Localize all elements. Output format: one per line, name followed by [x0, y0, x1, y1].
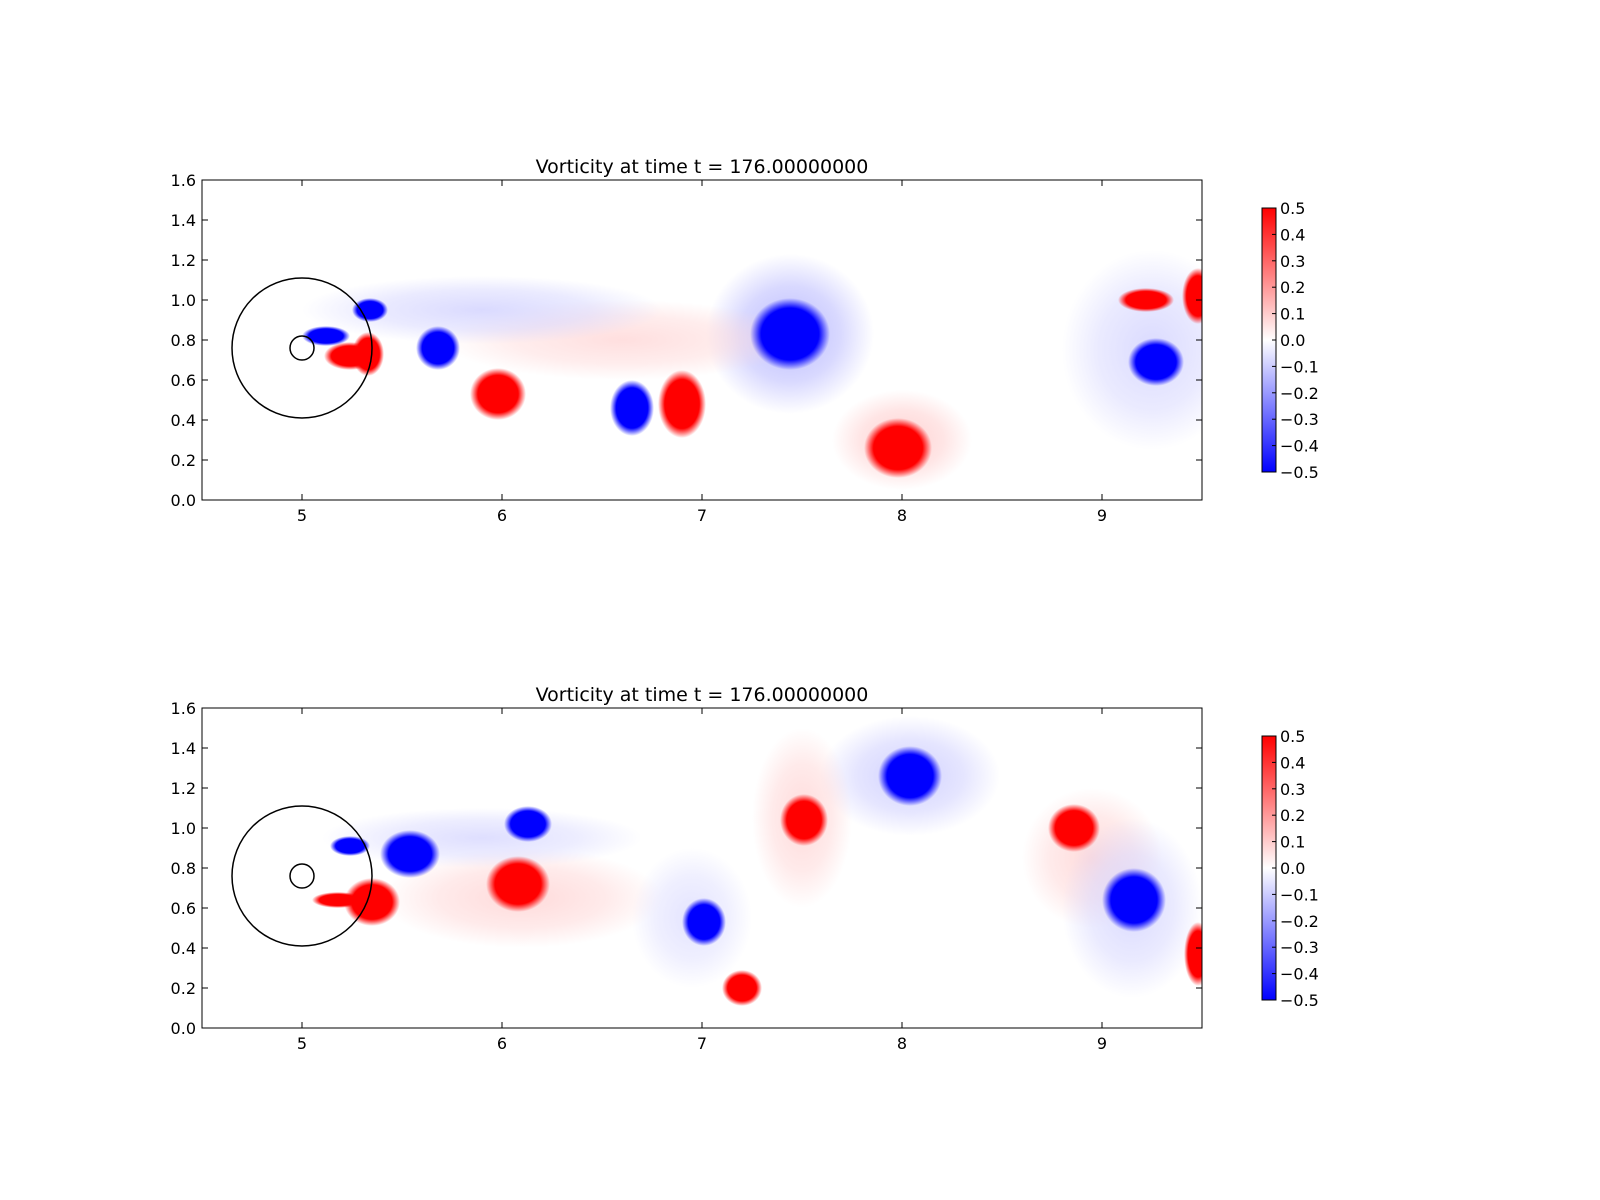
top-colorbar: 0.5 0.4 0.3 0.2 0.1 0.0 −0.1 −0.2 −0.3 −0.4 −0.5	[1261, 199, 1319, 482]
top-y-tick-label: 1.0	[171, 291, 196, 310]
bottom-y-tick-label: 1.0	[171, 819, 196, 838]
bottom-y-tick-label: 0.4	[171, 939, 196, 958]
top-y-tick-label: 0.6	[171, 371, 196, 390]
top-colorbar-tick-label: 0.4	[1280, 225, 1305, 244]
bottom-colorbar-tick-label: 0.5	[1280, 727, 1305, 746]
top-colorbar-tick-label: 0.3	[1280, 252, 1305, 271]
top-y-tick-label: 0.8	[171, 331, 196, 350]
bottom-positive-vortex	[1184, 922, 1202, 986]
top-y-axis: 0.0 0.2 0.4 0.6 0.8 1.0 1.2 1.4 1.6	[171, 171, 1202, 510]
bottom-cylinder-circle	[289, 863, 315, 889]
top-x-axis: 5 6 7 8 9	[297, 180, 1107, 525]
top-positive-vortex	[864, 418, 932, 478]
bottom-colorbar-tick-label: 0.3	[1280, 780, 1305, 799]
bottom-negative-vortex	[504, 806, 552, 842]
bottom-colorbar-tick-label: −0.1	[1280, 885, 1319, 904]
bottom-positive-vortex	[722, 970, 762, 1006]
bottom-outer-circle	[231, 805, 373, 947]
bottom-colorbar: 0.5 0.4 0.3 0.2 0.1 0.0 −0.1 −0.2 −0.3 −0.4 −0.5	[1261, 727, 1319, 1010]
top-x-tick-label: 5	[297, 506, 307, 525]
bottom-colorbar-tick-label: 0.4	[1280, 753, 1305, 772]
top-colorbar-tick-label: −0.2	[1280, 384, 1319, 403]
bottom-x-tick-label: 6	[497, 1034, 507, 1053]
top-positive-vortex	[658, 370, 706, 438]
top-negative-vortex	[750, 298, 830, 370]
bottom-colorbar-tick-label: −0.4	[1280, 965, 1319, 984]
top-outer-circle	[231, 277, 373, 419]
top-colorbar-tick-label: −0.1	[1280, 357, 1319, 376]
top-y-tick-label: 0.2	[171, 451, 196, 470]
top-x-tick-label: 8	[897, 506, 907, 525]
bottom-y-tick-label: 0.6	[171, 899, 196, 918]
bottom-chart-title: Vorticity at time t = 176.00000000	[536, 684, 869, 706]
bottom-y-axis: 0.0 0.2 0.4 0.6 0.8 1.0 1.2 1.4 1.6	[171, 699, 1202, 1038]
top-negative-vortex	[352, 298, 388, 322]
bottom-positive-vortex	[312, 892, 364, 908]
bottom-x-tick-label: 8	[897, 1034, 907, 1053]
top-negative-vortex	[302, 326, 350, 346]
bottom-negative-vortex	[878, 746, 942, 806]
top-y-tick-label: 1.4	[171, 211, 196, 230]
top-negative-vortex	[610, 380, 654, 436]
bottom-x-tick-label: 9	[1097, 1034, 1107, 1053]
top-x-tick-label: 6	[497, 506, 507, 525]
top-y-tick-label: 1.6	[171, 171, 196, 190]
bottom-negative-vortex	[682, 898, 726, 946]
top-x-tick-label: 7	[697, 506, 707, 525]
top-vorticity-halo	[302, 276, 662, 344]
top-cylinder-circle	[289, 335, 315, 361]
bottom-x-tick-label: 5	[297, 1034, 307, 1053]
bottom-colorbar-tick-label: −0.2	[1280, 912, 1319, 931]
top-positive-vortex	[1118, 288, 1174, 312]
top-positive-vortex	[352, 332, 384, 376]
bottom-heatmap-area	[201, 707, 1203, 1029]
top-colorbar-tick-label: −0.3	[1280, 410, 1319, 429]
top-colorbar-tick-label: 0.1	[1280, 305, 1305, 324]
bottom-y-tick-label: 1.4	[171, 739, 196, 758]
bottom-colorbar-tick-label: 0.0	[1280, 859, 1305, 878]
bottom-positive-vortex	[486, 856, 550, 912]
bottom-colorbar-tick-label: −0.3	[1280, 938, 1319, 957]
bottom-y-tick-label: 1.6	[171, 699, 196, 718]
bottom-colorbar-tick-label: 0.1	[1280, 833, 1305, 852]
bottom-x-axis: 5 6 7 8 9	[297, 708, 1107, 1053]
top-colorbar-tick-label: 0.0	[1280, 331, 1305, 350]
bottom-colorbar-tick-label: −0.5	[1280, 991, 1319, 1010]
bottom-negative-vortex	[380, 830, 440, 878]
top-vorticity-panel: Vorticity at time t = 176.00000000 5 6 7 8 9…	[171, 156, 1319, 525]
bottom-y-tick-label: 1.2	[171, 779, 196, 798]
top-positive-vortex	[470, 368, 526, 420]
top-negative-vortex	[1128, 338, 1184, 386]
top-y-tick-label: 1.2	[171, 251, 196, 270]
top-colorbar-tick-label: −0.4	[1280, 437, 1319, 456]
bottom-x-tick-label: 7	[697, 1034, 707, 1053]
bottom-positive-vortex	[344, 878, 400, 926]
bottom-vorticity-panel: Vorticity at time t = 176.00000000 5 6 7 8 9…	[171, 684, 1319, 1053]
top-colorbar-tick-label: 0.5	[1280, 199, 1305, 218]
top-colorbar-tick-label: 0.2	[1280, 278, 1305, 297]
bottom-positive-vortex	[1048, 804, 1100, 852]
top-negative-vortex	[416, 326, 460, 370]
bottom-y-tick-label: 0.0	[171, 1019, 196, 1038]
top-chart-title: Vorticity at time t = 176.00000000	[536, 156, 869, 178]
bottom-negative-vortex	[1102, 868, 1166, 932]
top-heatmap-area	[201, 179, 1203, 501]
bottom-y-tick-label: 0.2	[171, 979, 196, 998]
top-y-tick-label: 0.4	[171, 411, 196, 430]
bottom-colorbar-tick-label: 0.2	[1280, 806, 1305, 825]
bottom-negative-vortex	[330, 836, 370, 856]
top-positive-vortex	[1182, 268, 1202, 324]
top-colorbar-tick-label: −0.5	[1280, 463, 1319, 482]
bottom-y-tick-label: 0.8	[171, 859, 196, 878]
top-y-tick-label: 0.0	[171, 491, 196, 510]
top-x-tick-label: 9	[1097, 506, 1107, 525]
bottom-positive-vortex	[780, 794, 828, 846]
